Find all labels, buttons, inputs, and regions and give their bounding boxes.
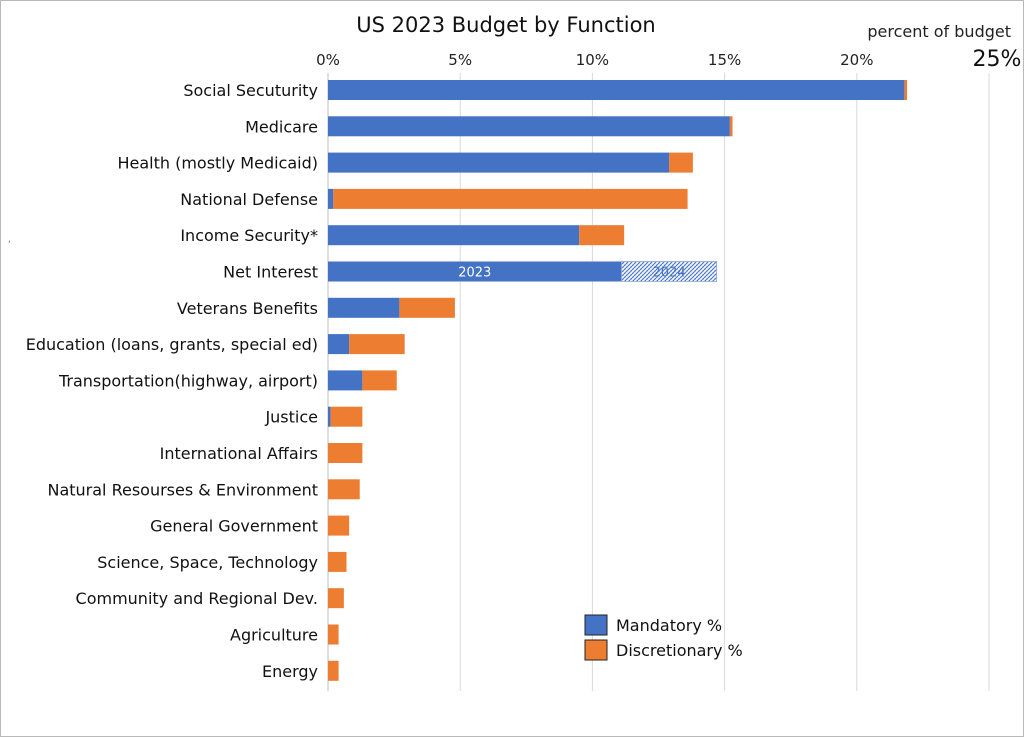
- bar-discretionary: [669, 152, 693, 173]
- gridlines: [327, 73, 990, 691]
- bar-mandatory: [328, 152, 670, 173]
- category-label: Health (mostly Medicaid): [117, 154, 318, 173]
- bar-discretionary: [328, 660, 339, 681]
- bar-mandatory: [328, 188, 334, 209]
- bar-2024-extension: [621, 261, 718, 282]
- x-tick-label: 5%: [448, 51, 472, 69]
- category-label: National Defense: [180, 190, 318, 209]
- category-label: Transportation(highway, airport): [58, 371, 318, 390]
- bar-mandatory: [328, 334, 350, 355]
- category-label: Justice: [264, 408, 318, 427]
- category-label: Net Interest: [223, 263, 318, 282]
- category-label: General Government: [150, 517, 318, 536]
- category-label: Science, Space, Technology: [97, 553, 318, 572]
- category-label: Energy: [262, 662, 318, 681]
- legend-swatch-discretionary: [584, 639, 608, 661]
- bar-discretionary: [328, 551, 347, 572]
- chart-title: US 2023 Budget by Function: [356, 13, 655, 37]
- bar-mandatory: [328, 406, 331, 427]
- x-axis-ticks: 0% 5% 10% 15% 20% 25%: [316, 47, 1021, 72]
- bar-discretionary: [328, 515, 350, 536]
- bars: 2023 2024: [328, 80, 908, 681]
- category-label: Social Secuturity: [183, 81, 318, 100]
- bar-discretionary: [399, 297, 455, 318]
- bar-discretionary: [328, 479, 360, 500]
- x-tick-label: 15%: [708, 51, 741, 69]
- legend: Mandatory % Discretionary %: [584, 614, 743, 661]
- bar-discretionary: [328, 624, 339, 645]
- bar-discretionary: [349, 334, 405, 355]
- bar-discretionary: [330, 406, 363, 427]
- x-tick-label: 10%: [576, 51, 609, 69]
- category-label: Agriculture: [230, 626, 318, 645]
- bar-label-2023: 2023: [458, 266, 491, 281]
- bar-mandatory: [328, 297, 400, 318]
- legend-label-mandatory: Mandatory %: [616, 616, 722, 635]
- category-label: Community and Regional Dev.: [76, 589, 318, 608]
- legend-label-discretionary: Discretionary %: [616, 641, 743, 660]
- bar-mandatory: [328, 225, 580, 246]
- bar-discretionary: [333, 188, 688, 209]
- category-label: Veterans Benefits: [177, 299, 318, 318]
- bar-mandatory: [328, 80, 905, 100]
- bar-label-2024: 2024: [653, 266, 686, 281]
- stray-mark: ‘: [8, 240, 11, 250]
- category-labels: Social Secuturity Medicare Health (mostly …: [26, 81, 318, 681]
- category-label: Education (loans, grants, special ed): [26, 335, 318, 354]
- category-label: Medicare: [245, 117, 318, 136]
- bar-mandatory: [328, 370, 363, 391]
- x-tick-label: 20%: [840, 51, 873, 69]
- category-label: International Affairs: [160, 444, 318, 463]
- x-tick-label: 25%: [973, 47, 1022, 72]
- bar-discretionary: [579, 225, 625, 246]
- bar-mandatory: [328, 116, 730, 137]
- bar-discretionary: [362, 370, 397, 391]
- bar-discretionary: [904, 80, 908, 100]
- legend-swatch-mandatory: [584, 614, 608, 636]
- bar-mandatory: [328, 261, 622, 282]
- category-label: Income Security*: [180, 226, 318, 245]
- x-axis-title: percent of budget: [867, 22, 1011, 41]
- category-label: Natural Resourses & Environment: [47, 480, 318, 499]
- bar-discretionary: [328, 588, 344, 609]
- bar-discretionary: [328, 443, 363, 463]
- x-tick-label: 0%: [316, 51, 340, 69]
- bar-discretionary: [729, 116, 733, 137]
